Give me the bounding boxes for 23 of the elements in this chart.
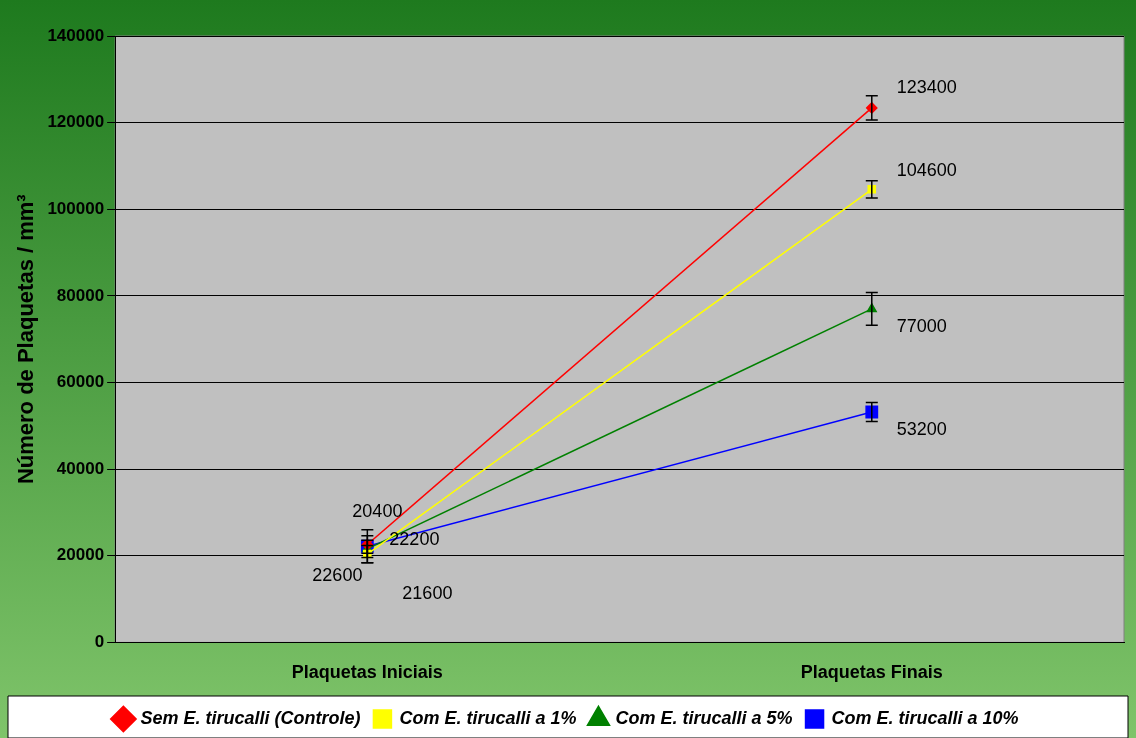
legend-label: Sem E. tirucalli (Controle) — [140, 707, 361, 728]
y-tick-label: 120000 — [47, 112, 105, 132]
data-label: 104600 — [896, 160, 957, 181]
legend-label: Com E. tirucalli a 1% — [399, 707, 577, 728]
y-tick-label: 140000 — [47, 25, 105, 45]
y-tick-label: 60000 — [56, 372, 105, 392]
data-label: 77000 — [896, 315, 947, 336]
y-tick-label: 20000 — [56, 545, 105, 565]
data-label: 20400 — [352, 501, 403, 522]
data-label: 53200 — [896, 418, 947, 439]
x-tick-label: Plaquetas Finais — [800, 662, 943, 683]
data-label: 21600 — [402, 582, 453, 603]
legend-label: Com E. tirucalli a 10% — [831, 707, 1019, 728]
y-tick-label: 80000 — [56, 285, 105, 305]
y-axis-title: Número de Plaquetas / mm³ — [13, 194, 39, 485]
y-tick-label: 40000 — [56, 458, 105, 478]
y-tick-label: 100000 — [47, 198, 105, 218]
y-tick-label: 0 — [94, 632, 105, 652]
data-label: 123400 — [896, 76, 957, 97]
data-label: 22200 — [389, 529, 440, 550]
x-tick-label: Plaquetas Iniciais — [291, 662, 443, 683]
data-label: 22600 — [312, 565, 363, 586]
legend-label: Com E. tirucalli a 5% — [615, 707, 793, 728]
